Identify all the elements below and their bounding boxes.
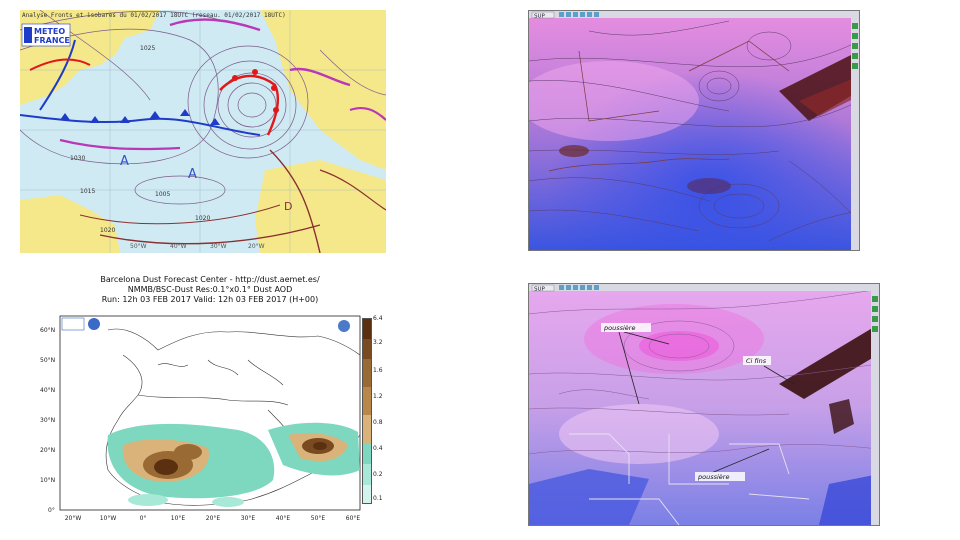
low-pressure-label: D [284,200,292,213]
svg-text:40°E: 40°E [276,515,291,522]
dust-forecast-run-line: Run: 12h 03 FEB 2017 Valid: 12h 03 FEB 2… [102,295,318,304]
colorbar-label: 0.1 [373,495,383,502]
country-borders [569,433,810,525]
svg-text:50°W: 50°W [130,243,147,250]
satellite-image-bottom: poussière Ci fins poussière SUP [528,283,880,526]
svg-text:60°E: 60°E [346,515,361,522]
svg-text:20°N: 20°N [40,447,55,454]
colorbar-label: 1.2 [373,393,383,400]
high-pressure-label: A [188,167,197,182]
dust-forecast-map: Barcelona Dust Forecast Center - http://… [38,270,383,530]
america-landmass [20,195,120,253]
svg-text:SUP: SUP [534,287,546,293]
cirrus-band [779,324,879,399]
svg-text:10°N: 10°N [40,477,55,484]
bsc-logo [88,318,100,330]
dust-forecast-model-line: NMMB/BSC-Dust Res:0.1°x0.1° Dust AOD [128,285,293,294]
svg-text:40°N: 40°N [40,387,55,394]
annotation-dust-bottom: poussière [697,473,729,481]
colorbar-label: 0.8 [373,419,383,426]
svg-text:50°N: 50°N [40,357,55,364]
annotation-thin-cirrus: Ci fins [746,357,767,365]
svg-text:0°: 0° [48,507,55,514]
wmo-logo [338,320,350,332]
synoptic-header: Analyse Fronts et isobares du 01/02/2017… [22,12,286,19]
svg-text:30°W: 30°W [210,243,227,250]
dust-aod-field [107,422,360,507]
dust-aod-colorbar [362,318,372,504]
svg-text:30°N: 30°N [40,417,55,424]
svg-text:10°E: 10°E [171,515,186,522]
svg-text:1025: 1025 [140,45,155,52]
streamlines [529,288,879,455]
dust-forecast-title: Barcelona Dust Forecast Center - http://… [100,275,320,284]
svg-text:1005: 1005 [155,191,170,198]
meteo-france-logo-top: METEO [34,27,65,36]
aemet-logo [61,317,85,331]
colorbar-label: 0.2 [373,471,383,478]
svg-text:SUP: SUP [534,14,546,20]
svg-text:1015: 1015 [80,188,95,195]
toolbar-button[interactable] [531,284,555,292]
satellite-image-top: SUP [528,10,860,251]
colorbar-label: 6.4 [373,315,383,322]
colorbar-label: 3.2 [373,339,383,346]
cloud-band [779,51,859,121]
meteo-france-logo-bottom: FRANCE [34,36,70,45]
svg-text:40°W: 40°W [170,243,187,250]
svg-text:1020: 1020 [100,227,115,234]
cold-front [20,114,261,136]
svg-text:60°N: 60°N [40,327,55,334]
svg-text:1030: 1030 [70,155,85,162]
svg-text:10°W: 10°W [100,515,117,522]
svg-text:0°: 0° [140,515,147,522]
africa-landmass [255,160,386,253]
synoptic-analysis-map: METEO FRANCE Analyse Fronts et isobares … [20,10,386,253]
high-pressure-label: A [120,154,129,169]
svg-text:30°E: 30°E [241,515,256,522]
svg-text:20°E: 20°E [206,515,221,522]
annotation-dust-top: poussière [603,324,635,332]
svg-text:1020: 1020 [195,215,210,222]
occluded-front [289,67,351,87]
toolbar-button[interactable] [531,11,555,19]
svg-text:20°W: 20°W [65,515,82,522]
colorbar-label: 1.6 [373,367,383,374]
europe-landmass [260,10,386,170]
warm-front [219,74,280,136]
svg-text:20°W: 20°W [248,243,265,250]
streamlines [529,20,859,242]
colorbar-label: 0.4 [373,445,383,452]
svg-text:50°E: 50°E [311,515,326,522]
